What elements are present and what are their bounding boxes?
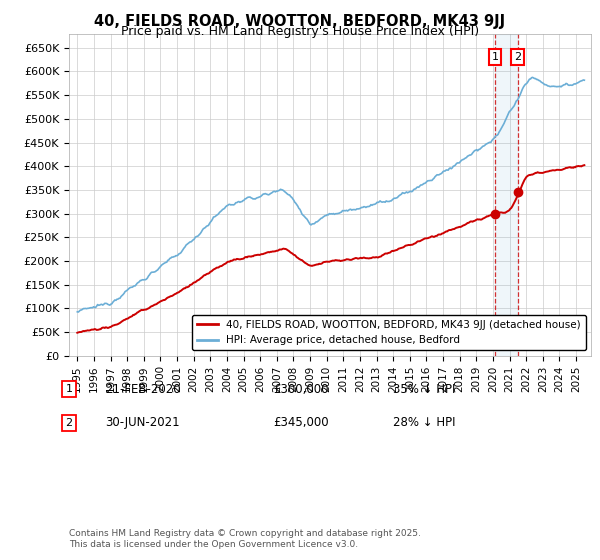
Text: £345,000: £345,000 — [273, 416, 329, 430]
Text: 28% ↓ HPI: 28% ↓ HPI — [393, 416, 455, 430]
Text: 21-FEB-2020: 21-FEB-2020 — [105, 382, 181, 396]
Text: 40, FIELDS ROAD, WOOTTON, BEDFORD, MK43 9JJ: 40, FIELDS ROAD, WOOTTON, BEDFORD, MK43 … — [94, 14, 506, 29]
Text: 1: 1 — [491, 52, 499, 62]
Text: Price paid vs. HM Land Registry's House Price Index (HPI): Price paid vs. HM Land Registry's House … — [121, 25, 479, 38]
Text: 35% ↓ HPI: 35% ↓ HPI — [393, 382, 455, 396]
Text: 1: 1 — [65, 384, 73, 394]
Text: £300,000: £300,000 — [273, 382, 329, 396]
Text: 30-JUN-2021: 30-JUN-2021 — [105, 416, 179, 430]
Text: 2: 2 — [514, 52, 521, 62]
Text: Contains HM Land Registry data © Crown copyright and database right 2025.
This d: Contains HM Land Registry data © Crown c… — [69, 529, 421, 549]
Text: 2: 2 — [65, 418, 73, 428]
Legend: 40, FIELDS ROAD, WOOTTON, BEDFORD, MK43 9JJ (detached house), HPI: Average price: 40, FIELDS ROAD, WOOTTON, BEDFORD, MK43 … — [191, 315, 586, 351]
Bar — [495, 34, 518, 356]
